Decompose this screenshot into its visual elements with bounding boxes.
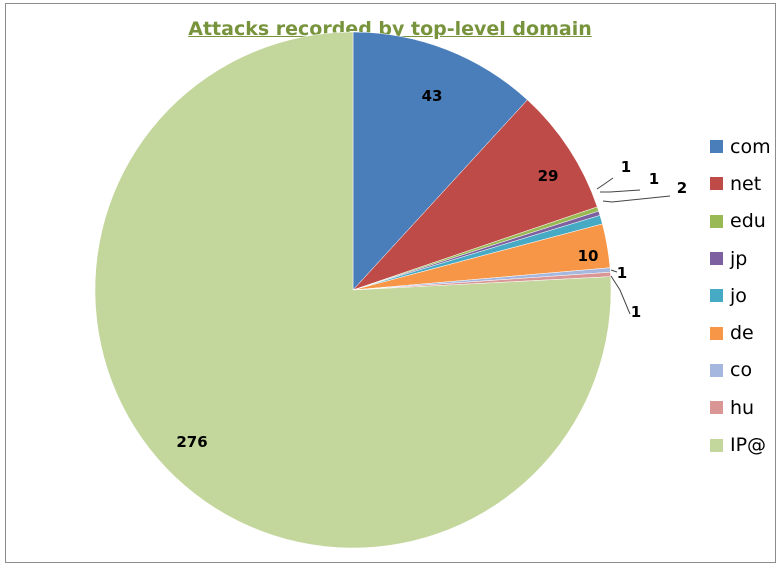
legend-item-hu: hu bbox=[710, 389, 771, 426]
data-label-edu: 1 bbox=[621, 158, 631, 176]
legend-swatch bbox=[710, 289, 723, 303]
pie-slice-net bbox=[352, 99, 598, 291]
leader-line-jo bbox=[602, 195, 671, 203]
legend-swatch bbox=[710, 401, 723, 415]
legend-label: hu bbox=[730, 396, 755, 419]
legend-label: co bbox=[730, 359, 753, 382]
legend-swatch bbox=[710, 214, 723, 228]
legend-swatch bbox=[710, 177, 723, 191]
legend-swatch bbox=[710, 140, 723, 154]
legend-label: de bbox=[730, 322, 754, 345]
legend-item-jo: jo bbox=[710, 277, 771, 314]
legend-item-co: co bbox=[710, 352, 771, 389]
legend-label: com bbox=[730, 135, 771, 158]
data-label-net: 29 bbox=[538, 167, 559, 185]
chart-title: Attacks recorded by top-level domain bbox=[188, 18, 592, 40]
data-label-jp: 1 bbox=[649, 170, 659, 188]
leader-line-edu bbox=[596, 177, 614, 190]
leader-line-co bbox=[610, 269, 618, 273]
legend-label: jp bbox=[730, 247, 748, 270]
legend-swatch bbox=[710, 363, 723, 377]
legend-swatch bbox=[710, 252, 723, 266]
data-label-de: 10 bbox=[578, 247, 599, 265]
legend-swatch bbox=[710, 326, 723, 340]
legend: com net edu jp jo de co hu IP@ bbox=[710, 128, 771, 464]
legend-label: edu bbox=[730, 210, 766, 233]
legend-label: net bbox=[730, 172, 762, 195]
legend-label: jo bbox=[730, 284, 747, 307]
legend-label: IP@ bbox=[730, 434, 767, 457]
data-label-hu: 1 bbox=[631, 303, 641, 321]
pie-slice-ipat bbox=[94, 31, 612, 549]
legend-item-jp: jp bbox=[710, 240, 771, 277]
data-label-ipat: 276 bbox=[176, 433, 207, 451]
legend-item-net: net bbox=[710, 165, 771, 202]
data-label-com: 43 bbox=[422, 87, 443, 105]
pie-slice-com bbox=[352, 31, 528, 291]
leader-line-hu bbox=[610, 275, 631, 315]
legend-item-com: com bbox=[710, 128, 771, 165]
data-label-jo: 2 bbox=[677, 179, 687, 197]
legend-swatch bbox=[710, 438, 723, 452]
leader-line-jp bbox=[600, 189, 641, 193]
legend-item-ipat: IP@ bbox=[710, 426, 771, 463]
legend-item-de: de bbox=[710, 314, 771, 351]
data-label-co: 1 bbox=[617, 264, 627, 282]
legend-item-edu: edu bbox=[710, 203, 771, 240]
